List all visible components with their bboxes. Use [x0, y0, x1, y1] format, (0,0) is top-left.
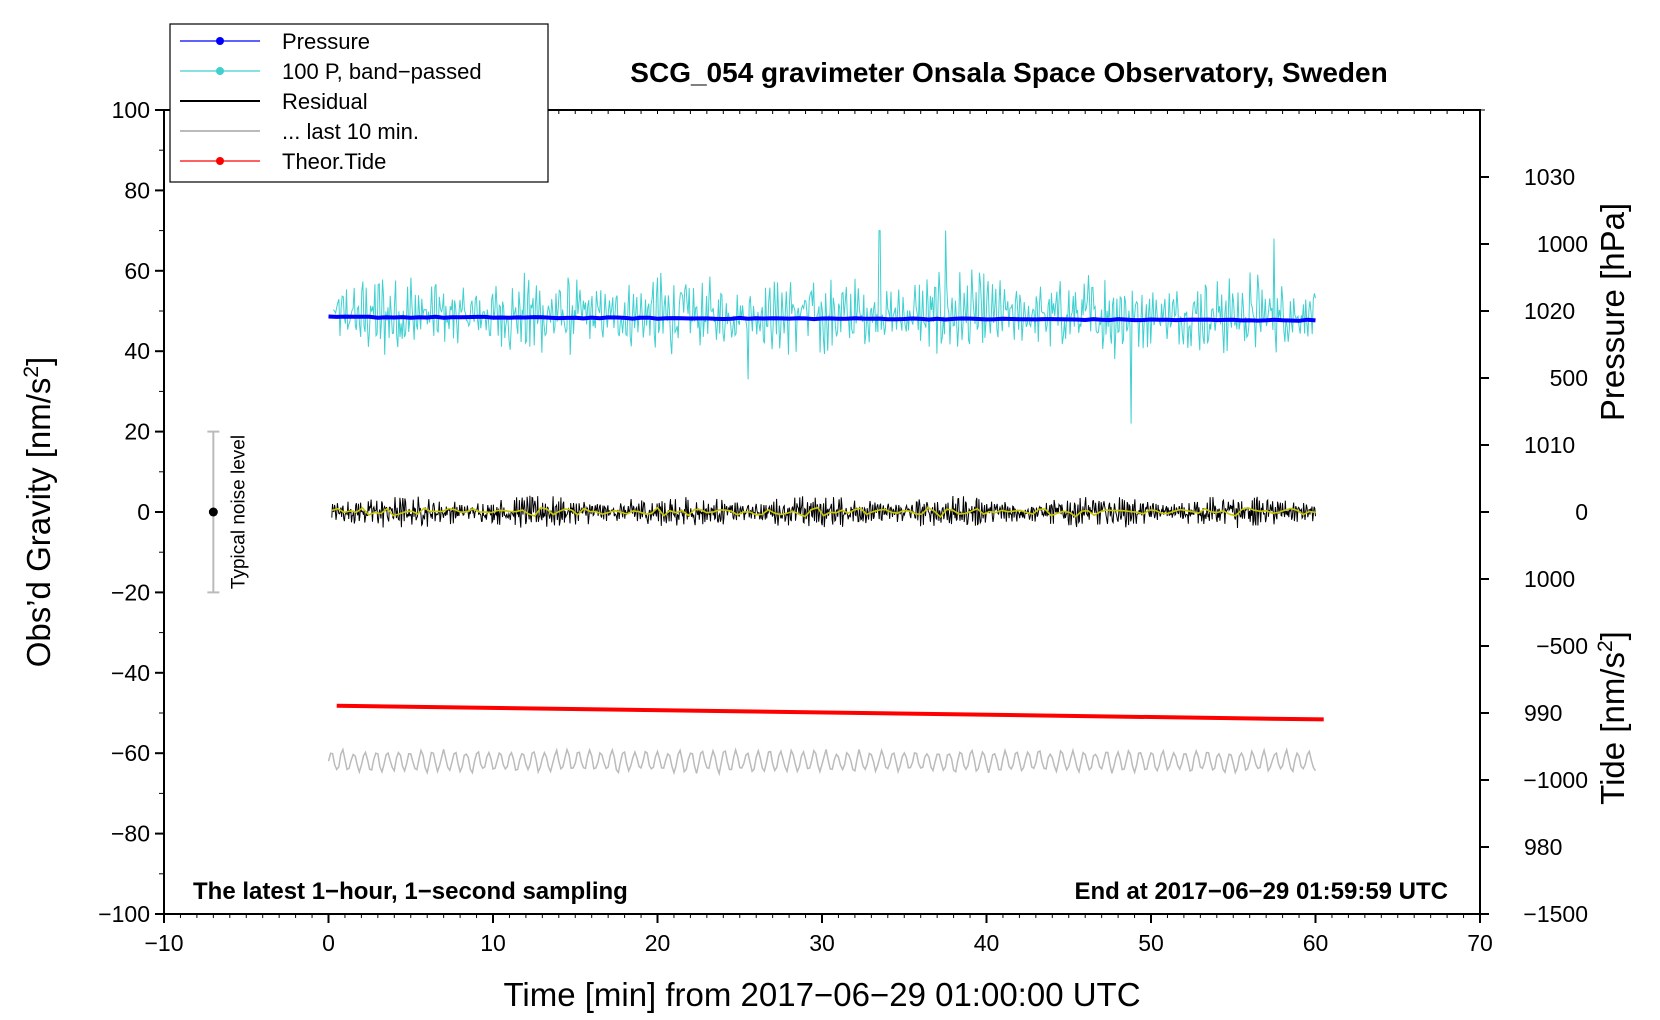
y-left-tick-label: 20 [124, 419, 150, 445]
x-axis-title: Time [min] from 2017−06−29 01:00:00 UTC [503, 976, 1140, 1013]
noise-level-label: Typical noise level [228, 435, 249, 589]
y-axis-title-left-sup: 2 [20, 366, 43, 378]
y-axis-title-tide-main: Tide [nm/s [1594, 652, 1631, 805]
y-left-tick-label: 80 [124, 177, 150, 203]
tide-tick-label: 0 [1575, 499, 1588, 525]
series-line-band-passed [333, 230, 1316, 424]
annotation-end-time: End at 2017−06−29 01:59:59 UTC [1074, 878, 1448, 905]
legend-label: Theor.Tide [282, 149, 386, 174]
y-left-tick-label: −40 [111, 660, 150, 686]
series-line-last-10-min [327, 746, 1317, 777]
legend-label: 100 P, band−passed [282, 59, 482, 84]
legend-label: ... last 10 min. [282, 119, 419, 144]
x-tick-label: 20 [645, 930, 671, 956]
pressure-tick-label: 980 [1524, 834, 1562, 860]
x-tick-label: 10 [480, 930, 506, 956]
y-axis-title-left-end: ] [20, 357, 57, 366]
legend: Pressure 100 P, band−passed Residual ... la… [169, 23, 549, 183]
pressure-tick-label: 1030 [1524, 164, 1575, 190]
y-axis-title-left: Obs’d Gravity [nm/s2] [20, 357, 57, 668]
series-layer [327, 230, 1324, 777]
legend-box [169, 23, 549, 183]
y-axis-title-tide-sup: 2 [1594, 640, 1617, 652]
x-tick-label: 30 [809, 930, 835, 956]
tide-tick-label: −500 [1536, 633, 1588, 659]
legend-swatch-marker [216, 67, 224, 75]
x-tick-label: 60 [1303, 930, 1329, 956]
legend-items: Pressure 100 P, band−passed Residual ... la… [180, 29, 482, 174]
x-tick-label: −10 [144, 930, 183, 956]
y-left-tick-label: 0 [137, 499, 150, 525]
pressure-tick-label: 1000 [1524, 566, 1575, 592]
legend-label: Pressure [282, 29, 370, 54]
tide-tick-label: 1000 [1537, 231, 1588, 257]
pressure-tick-label: 990 [1524, 700, 1562, 726]
chart-title: SCG_054 gravimeter Onsala Space Observat… [630, 57, 1387, 88]
annotation-sampling: The latest 1−hour, 1−second sampling [193, 878, 628, 905]
y-left-tick-label: −20 [111, 579, 150, 605]
x-tick-label: 40 [974, 930, 1000, 956]
noise-level-dot [208, 507, 218, 517]
y-axis-title-tide: Tide [nm/s2] [1594, 631, 1631, 805]
x-tick-label: 70 [1467, 930, 1493, 956]
x-tick-label: 0 [322, 930, 335, 956]
legend-label: Residual [282, 89, 368, 114]
tide-tick-label: 500 [1550, 365, 1588, 391]
y-axis-title-tide-end: ] [1594, 631, 1631, 640]
y-left-tick-label: 40 [124, 338, 150, 364]
x-tick-label: 50 [1138, 930, 1164, 956]
y-left-tick-label: 100 [112, 97, 150, 123]
y-left-tick-label: 60 [124, 258, 150, 284]
pressure-tick-label: 1020 [1524, 298, 1575, 324]
y-left-tick-label: −100 [98, 901, 150, 927]
series-line-theor-tide [336, 703, 1324, 722]
y-axis-title-left-main: Obs’d Gravity [nm/s [20, 378, 57, 668]
tide-tick-label: −1500 [1523, 901, 1588, 927]
axis-layer: −10 0 10 20 30 40 50 60 70100806040200−20−40−60−… [98, 97, 1588, 956]
series-line-residual-smoothed [331, 506, 1316, 519]
series-line-pressure [328, 314, 1316, 323]
tide-tick-label: −1000 [1523, 767, 1588, 793]
legend-swatch-marker [216, 37, 224, 45]
y-left-tick-label: −60 [111, 740, 150, 766]
y-axis-title-pressure: Pressure [hPa] [1594, 203, 1631, 421]
series-line-residual [331, 495, 1316, 529]
legend-swatch-marker [216, 157, 224, 165]
pressure-tick-label: 1010 [1524, 432, 1575, 458]
noise-level-indicator: Typical noise level [207, 430, 249, 594]
y-left-tick-label: −80 [111, 821, 150, 847]
